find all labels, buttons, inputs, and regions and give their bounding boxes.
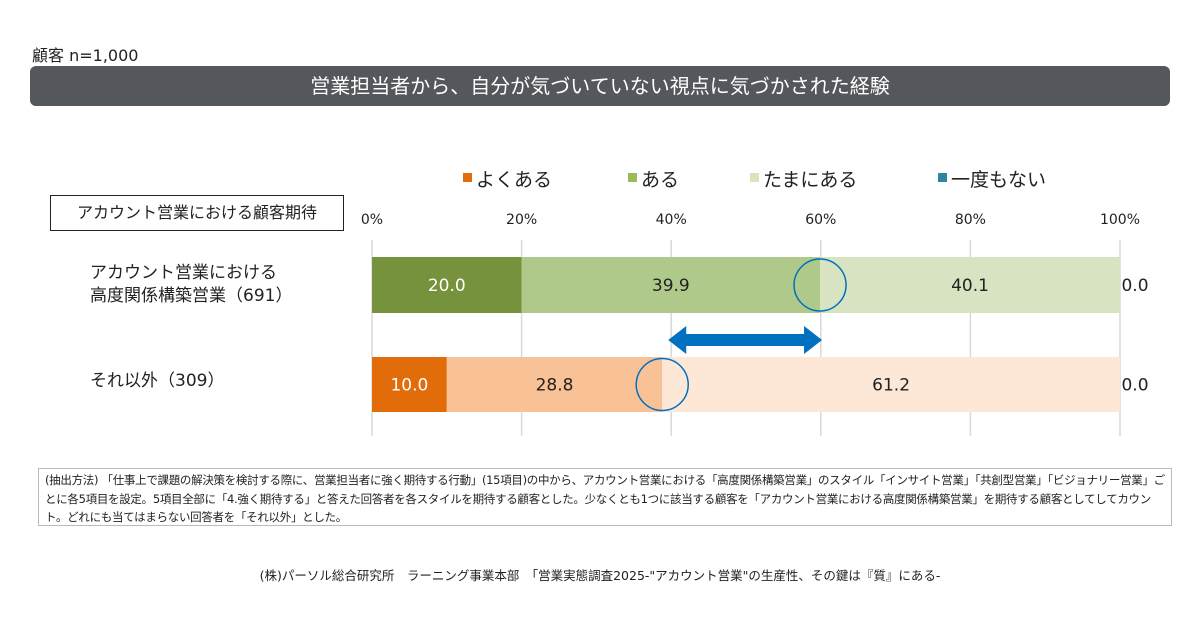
data-label-0-2: 40.1 — [951, 276, 989, 296]
x-tick-label-4: 80% — [955, 212, 986, 228]
data-label-0-1: 39.9 — [652, 276, 690, 296]
legend-swatch-0 — [463, 173, 472, 182]
data-label-0-0: 20.0 — [428, 276, 466, 296]
x-tick-label-1: 20% — [506, 212, 537, 228]
x-tick-label-2: 40% — [656, 212, 687, 228]
row-label-1: それ以外（309） — [90, 371, 225, 391]
highlight-circle-0 — [793, 258, 847, 312]
x-tick-label-3: 60% — [805, 212, 836, 228]
legend-swatch-2 — [750, 173, 759, 182]
data-label-1-3: 0.0 — [1121, 376, 1148, 396]
legend-swatch-3 — [938, 173, 947, 182]
row-label-0-line2: 高度関係構築営業（691） — [90, 286, 293, 306]
double-arrow-icon — [668, 326, 823, 354]
highlight-circle-1 — [635, 357, 689, 412]
method-note: (抽出方法) 「仕事上で課題の解決策を検討する際に、営業担当者に強く期待する行動… — [38, 468, 1172, 526]
data-label-0-3: 0.0 — [1121, 276, 1148, 296]
bar-1-2 — [662, 357, 1120, 412]
group-label: アカウント営業における顧客期待 — [50, 195, 344, 231]
bar-0-0 — [372, 257, 522, 313]
data-label-1-1: 28.8 — [536, 376, 574, 396]
data-label-1-0: 10.0 — [390, 376, 428, 396]
chart-title: 営業担当者から、自分が気づいていない視点に気づかされた経験 — [30, 66, 1170, 106]
bar-1-1 — [446, 357, 663, 412]
data-label-1-2: 61.2 — [872, 376, 910, 396]
legend-label-0: よくある — [476, 169, 552, 191]
x-tick-label-5: 100% — [1100, 212, 1140, 228]
bar-0-2 — [820, 257, 1120, 313]
sample-size: 顧客 n=1,000 — [32, 46, 139, 65]
row-label-0: アカウント営業における 高度関係構築営業（691） — [90, 262, 292, 308]
bar-0-1 — [521, 257, 821, 313]
row-label-0-line1: アカウント営業における — [90, 263, 277, 283]
legend-label-1: ある — [641, 169, 679, 191]
source-citation: (株)パーソル総合研究所 ラーニング事業本部 「営業実態調査2025-"アカウン… — [259, 568, 941, 583]
legend-label-3: 一度もない — [951, 169, 1046, 191]
x-tick-label-0: 0% — [361, 212, 383, 228]
bar-1-0 — [372, 357, 447, 412]
legend-label-2: たまにある — [763, 169, 857, 191]
legend-swatch-1 — [628, 173, 637, 182]
